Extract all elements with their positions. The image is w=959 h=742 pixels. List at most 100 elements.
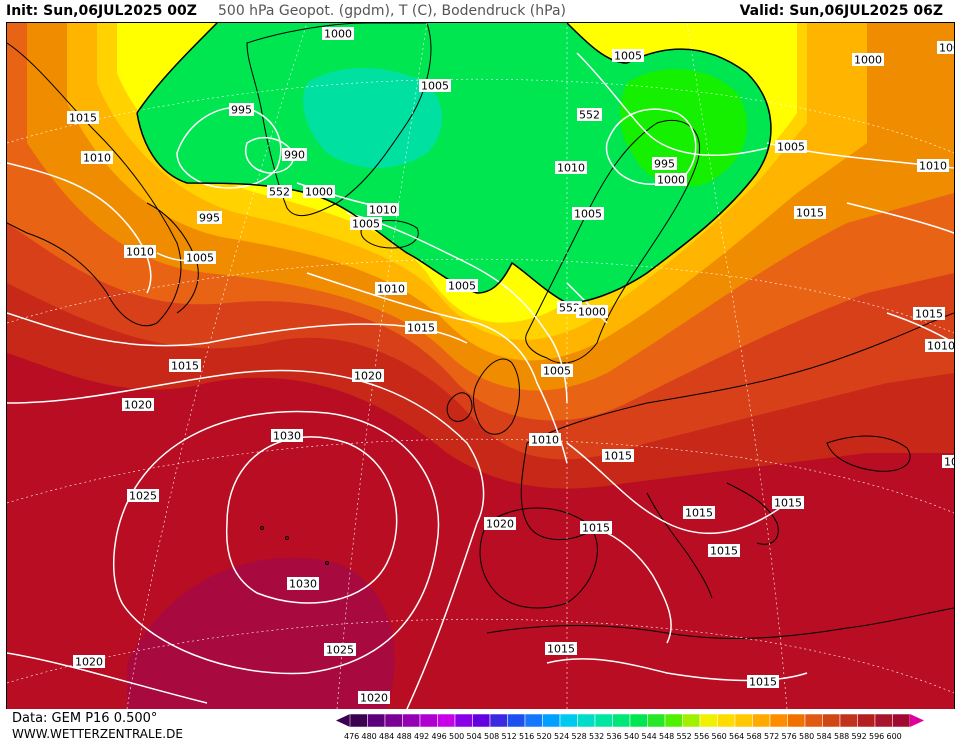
isobar-label: 1005 xyxy=(350,217,382,231)
legend-swatch xyxy=(454,714,473,728)
isobar-label: 1010 xyxy=(529,433,561,447)
legend-swatch xyxy=(787,714,806,728)
isobar-label: 10 xyxy=(942,455,954,469)
legend-tick-label: 528 xyxy=(572,732,587,741)
isobar-label: 1015 xyxy=(747,675,779,689)
svg-text:1020: 1020 xyxy=(354,370,382,383)
isobar-label: 1005 xyxy=(541,364,573,378)
isobar-label: 1000 xyxy=(322,27,354,41)
isobar-labels: 1000100510001001015995100555210109901010… xyxy=(67,27,954,705)
isobar-label: 1005 xyxy=(612,49,644,63)
svg-text:1015: 1015 xyxy=(171,360,199,373)
legend-swatch xyxy=(664,714,683,728)
isobars xyxy=(7,52,954,709)
isobar-label: 1005 xyxy=(184,251,216,265)
legend-tick-label: 484 xyxy=(379,732,394,741)
svg-text:1005: 1005 xyxy=(352,218,380,231)
legend-tick-label: 512 xyxy=(502,732,517,741)
isobar-label: 990 xyxy=(282,148,307,162)
legend-tick-label: 488 xyxy=(397,732,412,741)
svg-text:552: 552 xyxy=(559,302,580,315)
legend-swatch xyxy=(437,714,456,728)
legend-swatch xyxy=(769,714,788,728)
isobar-label: 1005 xyxy=(446,279,478,293)
isobar-label: 1015 xyxy=(708,544,740,558)
isobar-label: 1000 xyxy=(655,173,687,187)
svg-text:1015: 1015 xyxy=(710,545,738,558)
website-text: WWW.WETTERZENTRALE.DE xyxy=(12,727,183,741)
isobar-label: 1005 xyxy=(419,79,451,93)
legend-tick-label: 548 xyxy=(659,732,674,741)
legend-tick-label: 592 xyxy=(852,732,867,741)
svg-text:1010: 1010 xyxy=(126,246,154,259)
svg-text:1025: 1025 xyxy=(326,644,354,657)
isobar-label: 1015 xyxy=(405,321,437,335)
svg-text:995: 995 xyxy=(199,212,220,225)
isobar-label: 1020 xyxy=(352,369,384,383)
svg-text:1015: 1015 xyxy=(547,643,575,656)
green-patch xyxy=(620,69,747,187)
svg-text:552: 552 xyxy=(579,109,600,122)
svg-text:1030: 1030 xyxy=(273,430,301,443)
isobar-label: 1005 xyxy=(572,207,604,221)
isobar-label: 1020 xyxy=(122,398,154,412)
legend-swatch xyxy=(384,714,403,728)
legend-swatch xyxy=(577,714,596,728)
legend-arrow-right xyxy=(910,714,924,727)
isobar-label: 995 xyxy=(652,157,677,171)
legend-scale: 476 480 484 488 492 496 500 504 508 512 516 520 524 5… xyxy=(336,714,924,741)
legend-swatch xyxy=(822,714,841,728)
isobar-label: 1015 xyxy=(794,206,826,220)
svg-text:1020: 1020 xyxy=(75,656,103,669)
legend-tick-label: 496 xyxy=(432,732,447,741)
valid-time: Valid: Sun,06JUL2025 06Z xyxy=(739,3,943,19)
svg-text:1010: 1010 xyxy=(377,283,405,296)
data-source-text: Data: GEM P16 0.500° xyxy=(12,711,158,726)
isobar-label: 1015 xyxy=(67,111,99,125)
svg-text:1010: 1010 xyxy=(369,204,397,217)
isobar-label: 100 xyxy=(937,41,954,55)
legend-tick-label: 544 xyxy=(642,732,657,741)
isobar-label: 552 xyxy=(267,185,292,199)
isobar-label: 1025 xyxy=(127,489,159,503)
legend-swatch xyxy=(682,714,701,728)
isobar-label: 1010 xyxy=(375,282,407,296)
svg-text:1015: 1015 xyxy=(407,322,435,335)
isobar-label: 1015 xyxy=(683,506,715,520)
svg-text:1010: 1010 xyxy=(927,340,954,353)
legend-tick-label: 480 xyxy=(362,732,377,741)
svg-text:1000: 1000 xyxy=(854,54,882,67)
svg-text:100: 100 xyxy=(939,42,954,55)
svg-text:1015: 1015 xyxy=(69,112,97,125)
legend-swatch xyxy=(699,714,718,728)
svg-text:995: 995 xyxy=(654,158,675,171)
legend-swatch xyxy=(629,714,648,728)
legend-swatch xyxy=(524,714,543,728)
legend-tick-label: 504 xyxy=(467,732,482,741)
isobar-label: 1000 xyxy=(576,305,608,319)
legend-swatch xyxy=(647,714,666,728)
map-canvas: 1000100510001001015995100555210109901010… xyxy=(7,23,954,709)
legend-tick-label: 520 xyxy=(537,732,552,741)
legend-tick-label: 588 xyxy=(834,732,849,741)
legend-tick-label: 564 xyxy=(729,732,744,741)
isobar-label: 1010 xyxy=(367,203,399,217)
legend-tick-label: 584 xyxy=(817,732,832,741)
svg-text:1015: 1015 xyxy=(582,522,610,535)
svg-text:1000: 1000 xyxy=(578,306,606,319)
legend-arrow-left xyxy=(336,714,350,727)
svg-text:1010: 1010 xyxy=(557,162,585,175)
svg-text:990: 990 xyxy=(284,149,305,162)
isobar-label: 1020 xyxy=(73,655,105,669)
isobar-label: 552 xyxy=(577,108,602,122)
isobar-label: 1015 xyxy=(772,496,804,510)
legend-swatch xyxy=(367,714,386,728)
svg-text:1015: 1015 xyxy=(915,308,943,321)
isobar-label: 1015 xyxy=(545,642,577,656)
isobar-label: 1000 xyxy=(303,185,335,199)
legend-swatch xyxy=(489,714,508,728)
legend-tick-label: 600 xyxy=(887,732,902,741)
legend-swatch xyxy=(612,714,631,728)
legend-swatch xyxy=(542,714,561,728)
isobar-label: 1015 xyxy=(913,307,945,321)
